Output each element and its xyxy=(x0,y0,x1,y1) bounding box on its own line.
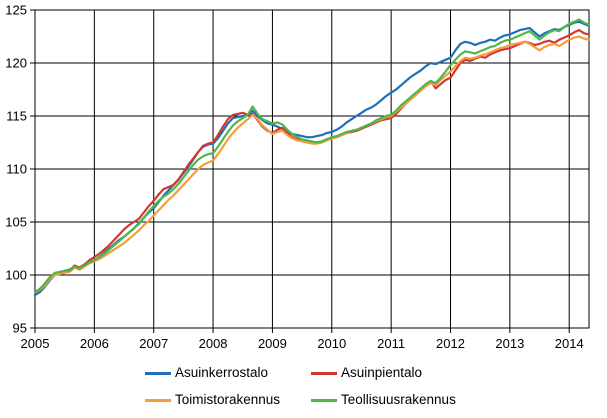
x-tick-label: 2011 xyxy=(377,336,405,351)
x-tick-label: 2013 xyxy=(495,336,524,351)
x-tick-label: 2010 xyxy=(317,336,346,351)
y-tick-label: 125 xyxy=(5,3,27,18)
x-tick-label: 2012 xyxy=(436,336,465,351)
plot-border xyxy=(34,9,590,329)
y-tick-label: 105 xyxy=(5,215,27,230)
series-line-toimistorakennus xyxy=(33,35,591,294)
x-tick-label: 2008 xyxy=(199,336,228,351)
x-tick-label: 2014 xyxy=(555,336,584,351)
y-tick-label: 110 xyxy=(6,162,27,177)
series-line-teollisuusrakennus xyxy=(33,18,591,294)
x-tick-label: 2005 xyxy=(21,336,50,351)
y-tick-label: 95 xyxy=(13,321,27,336)
x-tick-label: 2009 xyxy=(258,336,287,351)
x-tick-label: 2006 xyxy=(80,336,109,351)
x-tick-label: 2007 xyxy=(139,336,168,351)
y-tick-label: 120 xyxy=(5,56,27,71)
y-tick-label: 115 xyxy=(6,109,27,124)
y-tick-label: 100 xyxy=(5,268,27,283)
series-line-asuinpientalo xyxy=(33,29,591,294)
